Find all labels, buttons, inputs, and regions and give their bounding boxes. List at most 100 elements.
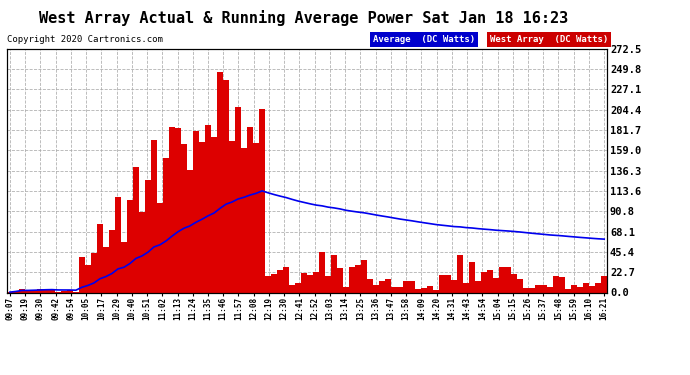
Bar bbox=[259, 109, 265, 292]
Text: Copyright 2020 Cartronics.com: Copyright 2020 Cartronics.com bbox=[7, 35, 163, 44]
Bar bbox=[31, 290, 37, 292]
Bar bbox=[229, 141, 235, 292]
Bar bbox=[421, 288, 427, 292]
Bar bbox=[463, 283, 469, 292]
Bar bbox=[391, 287, 397, 292]
Bar bbox=[523, 288, 529, 292]
Bar bbox=[439, 275, 445, 292]
Bar bbox=[67, 290, 73, 292]
Bar bbox=[583, 284, 589, 292]
Bar bbox=[559, 278, 565, 292]
Bar bbox=[103, 247, 109, 292]
Bar bbox=[205, 124, 211, 292]
Bar bbox=[295, 283, 301, 292]
Bar bbox=[469, 262, 475, 292]
Bar bbox=[151, 140, 157, 292]
Bar bbox=[493, 278, 499, 292]
Text: Average  (DC Watts): Average (DC Watts) bbox=[373, 35, 475, 44]
Text: West Array Actual & Running Average Power Sat Jan 18 16:23: West Array Actual & Running Average Powe… bbox=[39, 10, 569, 26]
Bar bbox=[409, 281, 415, 292]
Bar bbox=[361, 260, 367, 292]
Bar bbox=[175, 128, 181, 292]
Bar bbox=[193, 131, 199, 292]
Bar bbox=[253, 143, 259, 292]
Bar bbox=[181, 144, 187, 292]
Bar bbox=[13, 291, 19, 292]
Bar bbox=[547, 287, 553, 292]
Bar bbox=[85, 265, 91, 292]
Bar bbox=[397, 287, 403, 292]
Bar bbox=[187, 170, 193, 292]
Bar bbox=[313, 272, 319, 292]
Bar bbox=[578, 287, 583, 292]
Bar bbox=[553, 276, 559, 292]
Bar bbox=[518, 279, 523, 292]
Bar bbox=[163, 159, 169, 292]
Bar bbox=[565, 289, 571, 292]
Bar bbox=[127, 200, 133, 292]
Bar bbox=[331, 255, 337, 292]
Bar bbox=[79, 257, 85, 292]
Bar bbox=[589, 286, 595, 292]
Bar bbox=[319, 252, 325, 292]
Bar bbox=[385, 279, 391, 292]
Text: West Array  (DC Watts): West Array (DC Watts) bbox=[490, 35, 608, 44]
Bar bbox=[49, 289, 55, 292]
Bar bbox=[169, 127, 175, 292]
Bar bbox=[265, 276, 271, 292]
Bar bbox=[91, 254, 97, 292]
Bar bbox=[139, 212, 145, 292]
Bar bbox=[349, 267, 355, 292]
Bar bbox=[37, 289, 43, 292]
Bar bbox=[145, 180, 151, 292]
Bar bbox=[25, 291, 31, 292]
Bar bbox=[355, 265, 361, 292]
Bar bbox=[601, 276, 607, 292]
Bar bbox=[427, 286, 433, 292]
Bar bbox=[271, 274, 277, 292]
Bar bbox=[325, 276, 331, 292]
Bar bbox=[307, 275, 313, 292]
Bar bbox=[115, 198, 121, 292]
Bar bbox=[529, 288, 535, 292]
Bar bbox=[481, 272, 487, 292]
Bar bbox=[505, 267, 511, 292]
Bar bbox=[133, 167, 139, 292]
Bar bbox=[487, 270, 493, 292]
Bar bbox=[157, 203, 163, 292]
Bar bbox=[433, 290, 439, 292]
Bar bbox=[199, 141, 205, 292]
Bar bbox=[415, 290, 421, 292]
Bar bbox=[511, 274, 518, 292]
Bar bbox=[499, 267, 505, 292]
Bar bbox=[595, 283, 601, 292]
Bar bbox=[241, 148, 247, 292]
Bar bbox=[451, 280, 457, 292]
Bar bbox=[277, 270, 283, 292]
Bar bbox=[217, 72, 223, 292]
Bar bbox=[211, 136, 217, 292]
Bar bbox=[43, 289, 49, 292]
Bar bbox=[97, 224, 103, 292]
Bar bbox=[403, 281, 409, 292]
Bar bbox=[301, 273, 307, 292]
Bar bbox=[457, 255, 463, 292]
Bar bbox=[121, 242, 127, 292]
Bar bbox=[61, 291, 67, 292]
Bar bbox=[289, 285, 295, 292]
Bar bbox=[343, 287, 349, 292]
Bar bbox=[283, 267, 289, 292]
Bar bbox=[571, 285, 578, 292]
Bar bbox=[247, 127, 253, 292]
Bar bbox=[373, 285, 379, 292]
Bar bbox=[541, 285, 547, 292]
Bar bbox=[109, 230, 115, 292]
Bar bbox=[337, 268, 343, 292]
Bar bbox=[475, 281, 481, 292]
Bar bbox=[235, 107, 241, 292]
Bar bbox=[223, 80, 229, 292]
Bar bbox=[367, 279, 373, 292]
Bar bbox=[19, 289, 25, 292]
Bar bbox=[445, 275, 451, 292]
Bar bbox=[535, 285, 541, 292]
